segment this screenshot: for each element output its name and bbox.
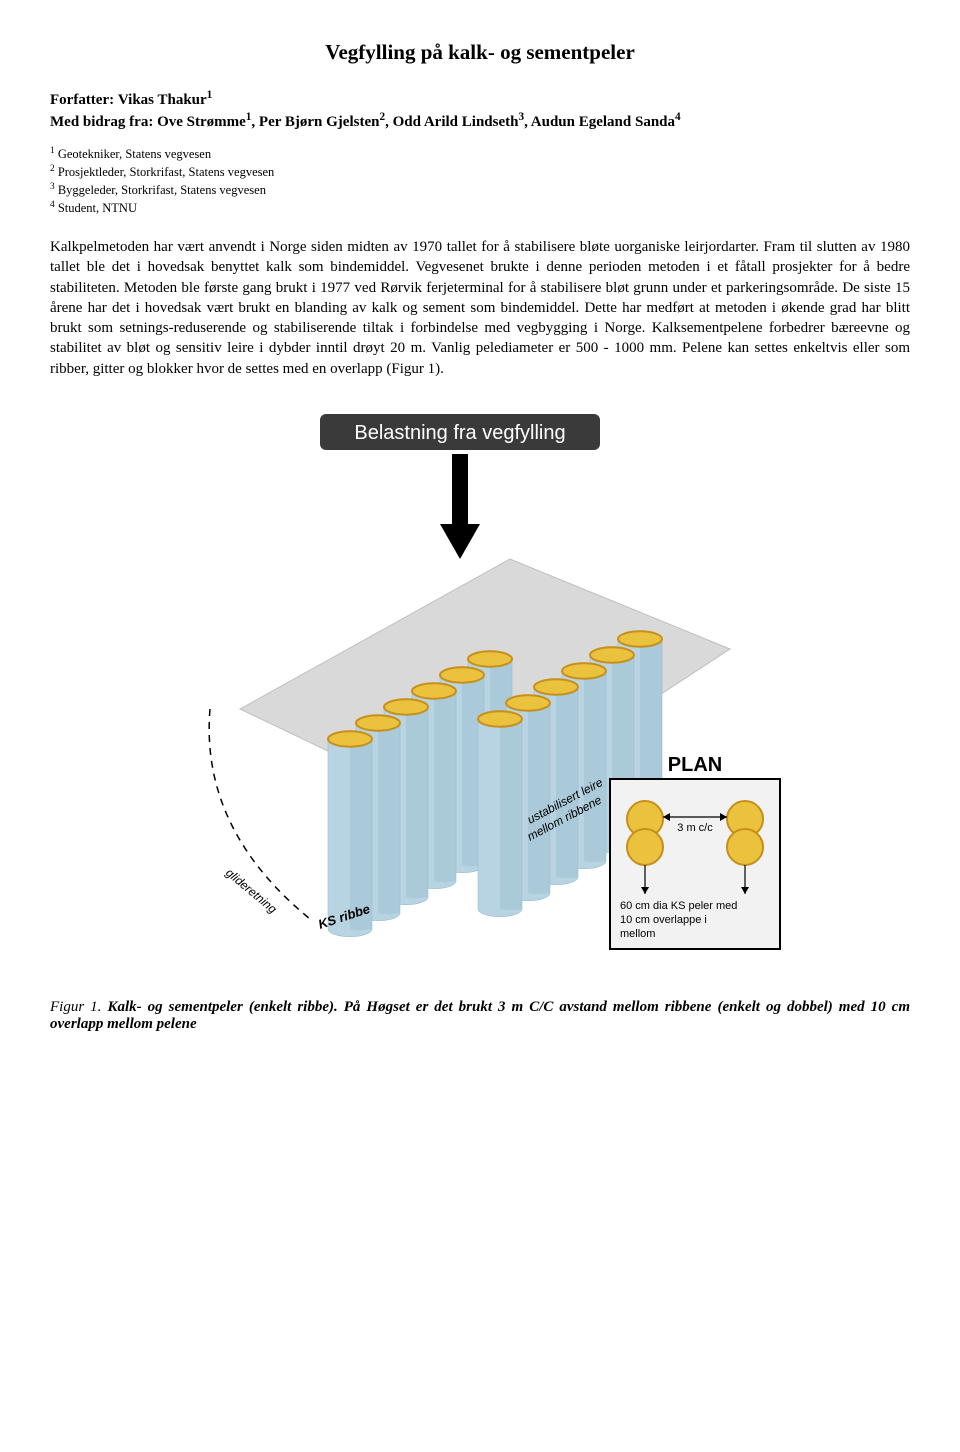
authors-block: Forfatter: Vikas Thakur1 Med bidrag fra:… [50, 89, 910, 131]
figure-svg: Belastning fra vegfyllingglideretningKS … [170, 409, 790, 969]
bidrag-names: Ove Strømme1, Per Bjørn Gjelsten2, Odd A… [157, 114, 681, 130]
svg-text:3 m c/c: 3 m c/c [677, 822, 713, 834]
affil-4: 4 Student, NTNU [50, 199, 910, 217]
svg-text:10 cm overlappe i: 10 cm overlappe i [620, 914, 707, 926]
forfatter-name: Vikas Thakur1 [118, 92, 212, 108]
forfatter-label: Forfatter: [50, 92, 114, 108]
body-paragraph: Kalkpelmetoden har vært anvendt i Norge … [50, 237, 910, 379]
affil-1: 1 Geotekniker, Statens vegvesen [50, 145, 910, 163]
svg-text:PLAN: PLAN [668, 754, 722, 776]
svg-text:mellom: mellom [620, 928, 655, 940]
page-title: Vegfylling på kalk- og sementpeler [50, 40, 910, 65]
caption-text: Kalk- og sementpeler (enkelt ribbe). På … [50, 999, 910, 1032]
svg-text:glideretning: glideretning [223, 865, 280, 916]
author-forfatter: Forfatter: Vikas Thakur1 [50, 89, 910, 109]
svg-text:Belastning fra vegfylling: Belastning fra vegfylling [354, 422, 565, 444]
affil-2: 2 Prosjektleder, Storkrifast, Statens ve… [50, 163, 910, 181]
caption-label: Figur 1. [50, 999, 107, 1015]
svg-text:60 cm dia KS peler med: 60 cm dia KS peler med [620, 900, 737, 912]
bidrag-label: Med bidrag fra: [50, 114, 153, 130]
figure-caption: Figur 1. Kalk- og sementpeler (enkelt ri… [50, 999, 910, 1033]
affiliations-block: 1 Geotekniker, Statens vegvesen 2 Prosje… [50, 145, 910, 217]
figure-1: Belastning fra vegfyllingglideretningKS … [50, 409, 910, 969]
affil-3: 3 Byggeleder, Storkrifast, Statens vegve… [50, 181, 910, 199]
author-bidrag: Med bidrag fra: Ove Strømme1, Per Bjørn … [50, 111, 910, 131]
